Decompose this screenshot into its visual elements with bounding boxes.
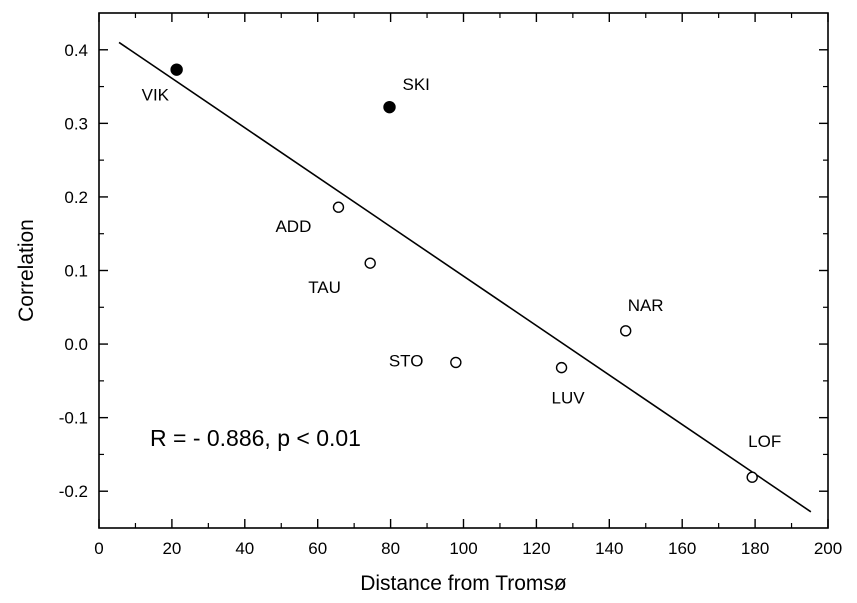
data-point-sto: [450, 356, 462, 369]
data-point-luv: [555, 361, 568, 374]
y-tick-label: 0.4: [64, 41, 88, 60]
y-tick-label: 0.3: [64, 114, 88, 133]
x-tick-label: 80: [381, 539, 400, 558]
x-tick-label: 160: [668, 539, 696, 558]
x-tick-label: 180: [741, 539, 769, 558]
axis-ticks: [98, 13, 829, 528]
regression-line: [118, 41, 812, 513]
x-tick-label: 60: [308, 539, 327, 558]
y-tick-label: 0.0: [64, 335, 88, 354]
axis-tick-labels: 0 20 40 60 80 100 120 140 160 180 200 0.4 0.3 0.2 0.1 0…: [59, 41, 842, 558]
x-tick-label: 40: [235, 539, 254, 558]
point-label-nar: NAR: [628, 296, 664, 315]
point-label-sto: STO: [389, 351, 424, 370]
plot-frame: [98, 12, 829, 529]
y-tick-label: -0.1: [59, 409, 88, 428]
x-tick-label: 140: [595, 539, 623, 558]
correlation-annotation: R = - 0.886, p < 0.01: [150, 425, 361, 451]
point-label-ski: SKI: [403, 75, 430, 94]
point-label-luv: LUV: [552, 389, 586, 408]
x-tick-label: 200: [814, 539, 842, 558]
data-point-tau: [364, 257, 376, 269]
data-point-lof: [746, 471, 758, 483]
point-label-add: ADD: [275, 217, 311, 236]
data-point-ski: [383, 100, 396, 114]
data-point-labels: VIK SKI ADD TAU STO LUV NAR LOF: [142, 75, 782, 451]
x-tick-label: 0: [94, 539, 103, 558]
y-tick-label: 0.2: [64, 188, 88, 207]
point-label-tau: TAU: [308, 278, 341, 297]
data-point-add: [332, 201, 345, 213]
x-tick-label: 120: [522, 539, 550, 558]
x-tick-label: 100: [449, 539, 477, 558]
point-label-lof: LOF: [748, 432, 781, 451]
x-tick-label: 20: [162, 539, 181, 558]
data-points: [170, 63, 758, 483]
y-tick-label: 0.1: [64, 262, 88, 281]
data-point-vik: [170, 63, 183, 76]
point-label-vik: VIK: [142, 86, 170, 105]
data-point-nar: [620, 325, 632, 337]
y-tick-label: -0.2: [59, 482, 88, 501]
x-axis-title: Distance from Tromsø: [360, 572, 567, 595]
y-axis-title: Correlation: [15, 219, 38, 322]
